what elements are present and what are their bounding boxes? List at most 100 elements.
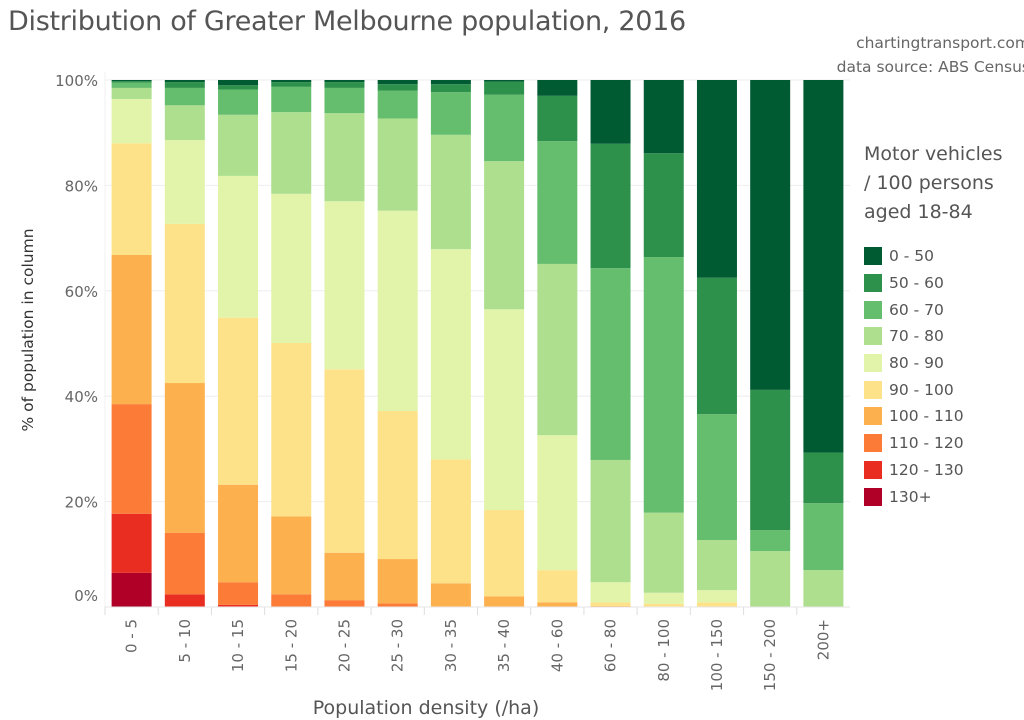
bar-segment-60-70	[803, 503, 844, 571]
x-tick-label: 100 - 150	[708, 619, 726, 691]
legend-item[interactable]: 50 - 60	[864, 270, 964, 297]
bar-segment-100-110	[164, 383, 205, 533]
bar-segment-50-60	[430, 84, 471, 93]
bar-segment-50-60	[643, 153, 684, 258]
x-tick-label: 40 - 60	[548, 619, 566, 672]
bar-segment-0-50	[643, 80, 684, 154]
source-site: chartingtransport.com	[856, 34, 1024, 52]
bar-segment-90-100	[111, 143, 152, 255]
bar-segment-70-80	[643, 512, 684, 593]
bar-segment-100-110	[271, 516, 312, 595]
bar-segment-0-50	[537, 80, 578, 96]
bar-segment-100-110	[590, 605, 631, 607]
bar-segment-90-100	[271, 342, 312, 517]
bar-segment-70-80	[590, 459, 631, 583]
legend-item[interactable]: 90 - 100	[864, 376, 964, 403]
bar-segment-0-50	[111, 80, 152, 82]
y-tick-label: 60%	[65, 283, 98, 301]
bar-segment-110-120	[164, 532, 205, 595]
x-tick-label: 200+	[814, 619, 832, 660]
bar-segment-80-90	[164, 140, 205, 224]
legend-item[interactable]: 120 - 130	[864, 457, 964, 484]
bar-segment-70-80	[484, 161, 525, 310]
bar-segment-70-80	[218, 114, 259, 176]
bar-segment-0-50	[218, 80, 259, 86]
legend-label: 90 - 100	[889, 380, 954, 399]
bar-segment-60-70	[643, 257, 684, 513]
legend-swatch	[864, 274, 882, 293]
legend-item[interactable]: 0 - 50	[864, 243, 964, 270]
bar-segment-50-60	[750, 389, 791, 531]
y-axis-title: % of population in column	[19, 228, 37, 431]
legend-item[interactable]: 110 - 120	[864, 430, 964, 457]
legend-swatch	[864, 407, 882, 426]
y-tick-label: 80%	[65, 177, 98, 195]
legend-item[interactable]: 80 - 90	[864, 350, 964, 377]
bar-segment-70-80	[271, 112, 312, 194]
bar-segment-0-50	[590, 80, 631, 144]
bar-segment-0-50	[324, 80, 365, 83]
bar-segment-0-50	[696, 80, 737, 278]
bar-segment-60-70	[218, 89, 259, 115]
bar-segment-70-80	[750, 551, 791, 607]
bar-segment-60-70	[271, 86, 312, 113]
bar-segment-70-80	[537, 263, 578, 436]
bar-segment-100-110	[377, 559, 418, 604]
legend-label: 0 - 50	[889, 247, 935, 266]
legend-label: 110 - 120	[889, 434, 964, 453]
bar-segment-50-60	[696, 277, 737, 415]
bar-segment-100-110	[111, 254, 152, 405]
bar-segment-60-70	[377, 90, 418, 119]
legend-swatch	[864, 300, 882, 319]
bar-segment-70-80	[430, 134, 471, 250]
bar-segment-0-50	[484, 80, 525, 82]
bar-segment-70-80	[696, 540, 737, 591]
bar-segment-50-60	[590, 143, 631, 269]
x-tick-label: 5 - 10	[176, 619, 194, 663]
bar-segment-120-130	[218, 604, 259, 607]
bar-segment-100-110	[324, 552, 365, 601]
bar-segment-110-120	[218, 582, 259, 605]
bar-segment-90-100	[590, 602, 631, 606]
bar-segment-0-50	[377, 80, 418, 85]
legend-item[interactable]: 100 - 110	[864, 403, 964, 430]
bar-segment-80-90	[590, 582, 631, 603]
bar-segment-60-70	[164, 87, 205, 106]
legend-swatch	[864, 487, 882, 506]
bar-segment-50-60	[271, 82, 312, 87]
bar-segment-50-60	[218, 85, 259, 90]
bar-segment-60-70	[696, 414, 737, 541]
bar-segment-60-70	[484, 94, 525, 162]
x-tick-label: 20 - 25	[335, 619, 353, 672]
bar-segment-50-60	[377, 84, 418, 91]
legend-swatch	[864, 354, 882, 373]
source-data: data source: ABS Census	[836, 58, 1024, 76]
legend-item[interactable]: 60 - 70	[864, 296, 964, 323]
bar-segment-90-100	[218, 317, 259, 485]
bar-segment-60-70	[430, 92, 471, 135]
y-tick-label: 40%	[65, 388, 98, 406]
bar-segment-80-90	[111, 98, 152, 144]
legend-label: 120 - 130	[889, 460, 964, 479]
bar-segment-90-100	[696, 602, 737, 607]
bar-segment-0-50	[750, 80, 791, 390]
chart-title: Distribution of Greater Melbourne popula…	[8, 6, 686, 37]
legend-label: 70 - 80	[889, 327, 944, 346]
bar-segment-80-90	[324, 201, 365, 370]
x-tick-label: 30 - 35	[442, 619, 460, 672]
legend-item[interactable]: 70 - 80	[864, 323, 964, 350]
bar-segment-80-90	[430, 249, 471, 460]
legend-item[interactable]: 130+	[864, 483, 964, 510]
bar-segment-70-80	[324, 113, 365, 202]
bar-segment-60-70	[111, 82, 152, 88]
bar-segment-90-100	[324, 369, 365, 553]
bar-segment-0-50	[164, 80, 205, 83]
bar-segment-50-60	[537, 95, 578, 142]
bar-segment-50-60	[324, 82, 365, 88]
x-axis-title: Population density (/ha)	[313, 697, 539, 719]
legend-title: Motor vehicles / 100 persons aged 18-84	[864, 143, 1003, 223]
y-tick-label: 20%	[65, 494, 98, 512]
x-tick-label: 60 - 80	[602, 619, 620, 672]
legend-swatch	[864, 380, 882, 399]
